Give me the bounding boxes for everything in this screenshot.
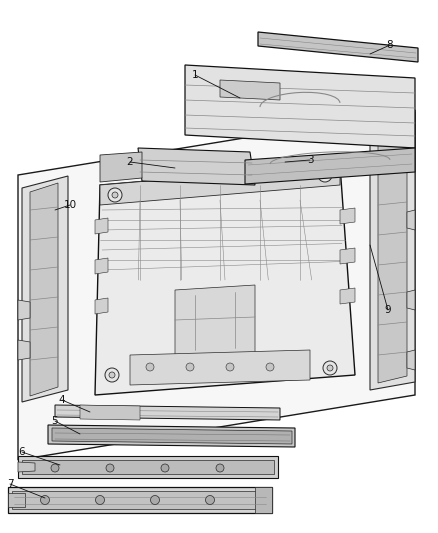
Text: 6: 6	[19, 447, 25, 457]
Text: 9: 9	[385, 305, 391, 315]
Polygon shape	[100, 152, 142, 182]
Polygon shape	[138, 148, 255, 185]
Polygon shape	[258, 32, 418, 62]
Polygon shape	[340, 288, 355, 304]
Polygon shape	[407, 290, 415, 310]
Circle shape	[151, 496, 159, 505]
Circle shape	[186, 363, 194, 371]
Polygon shape	[18, 300, 30, 320]
Circle shape	[216, 464, 224, 472]
Circle shape	[105, 368, 119, 382]
Polygon shape	[245, 148, 415, 184]
Text: 4: 4	[59, 395, 65, 405]
Polygon shape	[18, 456, 278, 478]
Polygon shape	[95, 218, 108, 234]
Polygon shape	[255, 487, 272, 513]
Text: 7: 7	[7, 479, 13, 489]
Circle shape	[112, 192, 118, 198]
Circle shape	[108, 188, 122, 202]
Polygon shape	[48, 425, 295, 447]
Circle shape	[51, 464, 59, 472]
Polygon shape	[22, 460, 274, 474]
Polygon shape	[185, 65, 415, 148]
Text: 1: 1	[192, 70, 198, 80]
Polygon shape	[30, 183, 58, 396]
Polygon shape	[55, 405, 280, 420]
Circle shape	[161, 464, 169, 472]
Polygon shape	[12, 491, 268, 509]
Polygon shape	[80, 405, 140, 420]
Polygon shape	[22, 176, 68, 402]
Polygon shape	[370, 112, 415, 390]
Circle shape	[323, 361, 337, 375]
Polygon shape	[100, 165, 340, 205]
Polygon shape	[18, 110, 415, 460]
Polygon shape	[407, 350, 415, 370]
Polygon shape	[130, 350, 310, 385]
Polygon shape	[8, 487, 272, 513]
Polygon shape	[95, 298, 108, 314]
Circle shape	[40, 496, 49, 505]
Circle shape	[146, 363, 154, 371]
Circle shape	[266, 363, 274, 371]
Circle shape	[106, 464, 114, 472]
Text: 10: 10	[64, 200, 77, 210]
Polygon shape	[340, 208, 355, 224]
Text: 2: 2	[127, 157, 133, 167]
Circle shape	[318, 168, 332, 182]
Circle shape	[327, 365, 333, 371]
Circle shape	[109, 372, 115, 378]
Polygon shape	[95, 258, 108, 274]
Circle shape	[95, 496, 105, 505]
Text: 3: 3	[307, 155, 313, 165]
Polygon shape	[18, 462, 35, 472]
Polygon shape	[220, 80, 280, 100]
Polygon shape	[407, 210, 415, 230]
Polygon shape	[95, 165, 355, 395]
Polygon shape	[378, 119, 407, 383]
Circle shape	[322, 172, 328, 178]
Text: 5: 5	[52, 416, 58, 426]
Polygon shape	[18, 340, 30, 360]
Polygon shape	[340, 248, 355, 264]
Circle shape	[226, 363, 234, 371]
Polygon shape	[52, 428, 292, 444]
Circle shape	[205, 496, 215, 505]
Text: 8: 8	[387, 40, 393, 50]
Polygon shape	[8, 493, 25, 507]
Polygon shape	[175, 285, 255, 360]
